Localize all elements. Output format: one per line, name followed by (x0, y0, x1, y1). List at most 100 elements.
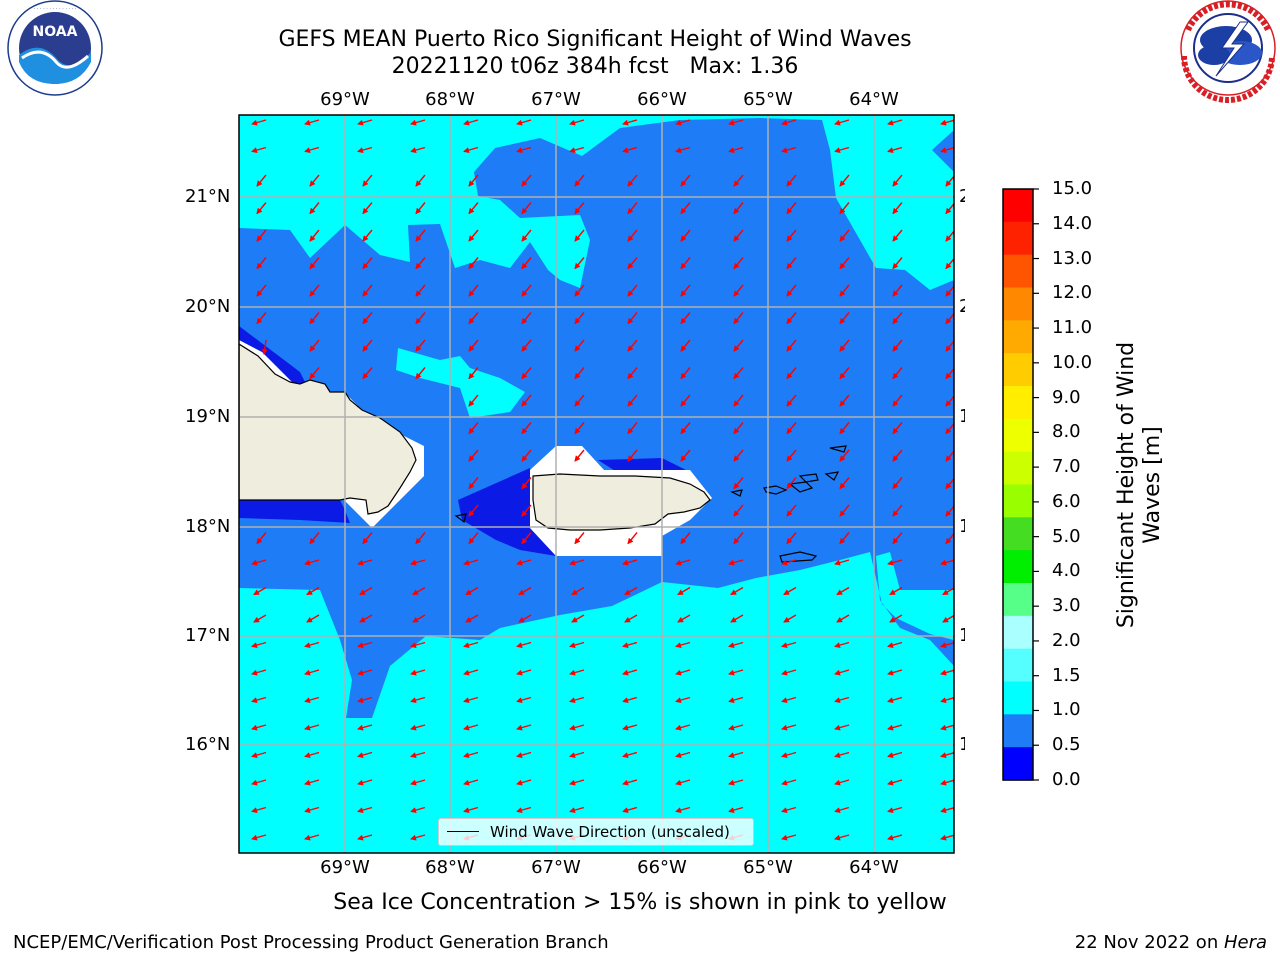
wave-direction-arrow (781, 724, 797, 731)
wave-direction-arrow (624, 614, 638, 623)
wave-direction-arrow (622, 669, 638, 676)
wave-direction-arrow (574, 257, 585, 270)
wave-direction-arrow (728, 669, 744, 676)
colorbar-tick-label: 15.0 (1052, 178, 1093, 199)
wave-direction-arrow (839, 284, 850, 297)
wave-direction-arrow (733, 477, 744, 490)
wind-wave-direction-arrows (251, 119, 954, 841)
footer-date-text: 22 Nov 2022 on (1074, 932, 1224, 953)
wave-direction-arrow (887, 779, 903, 786)
wave-direction-arrow (940, 147, 954, 154)
lon-label-top-68w: 68°W (425, 89, 475, 110)
legend-line-icon (447, 831, 479, 832)
wave-direction-arrow (839, 449, 850, 462)
colorbar-tick-label: 0.0 (1052, 769, 1081, 790)
wave-direction-arrow (521, 257, 532, 270)
wave-direction-arrow (521, 229, 532, 242)
wave-direction-arrow (256, 257, 267, 270)
wave-direction-arrow (415, 367, 426, 380)
wave-direction-arrow (839, 532, 850, 545)
wave-direction-arrow (940, 834, 954, 841)
wave-direction-arrow (839, 422, 850, 435)
wave-direction-arrow (569, 696, 585, 704)
map-legend: Wind Wave Direction (unscaled) (438, 818, 754, 846)
wave-direction-arrow (357, 751, 373, 759)
wave-direction-arrow (463, 806, 479, 814)
wave-direction-arrow (781, 834, 797, 841)
wave-direction-arrow (410, 696, 426, 704)
wave-direction-arrow (463, 724, 479, 731)
lon-label-bottom-67w: 67°W (531, 857, 581, 878)
wave-direction-arrow (680, 312, 691, 325)
wave-direction-arrow (468, 284, 479, 297)
wave-direction-arrow (839, 339, 850, 352)
wave-direction-arrow (521, 202, 532, 215)
wave-direction-arrow (251, 119, 267, 126)
wave-direction-arrow (839, 477, 850, 490)
wave-direction-arrow (468, 532, 479, 545)
sea-ice-caption: Sea Ice Concentration > 15% is shown in … (0, 890, 1280, 915)
wave-direction-arrow (304, 669, 320, 676)
wave-direction-arrow (253, 586, 267, 596)
wave-direction-arrow (256, 284, 267, 297)
wave-direction-arrow (574, 312, 585, 325)
wave-direction-arrow (786, 202, 797, 215)
wave-direction-arrow (733, 257, 744, 270)
lon-label-top-66w: 66°W (637, 89, 687, 110)
wave-direction-arrow (680, 202, 691, 215)
wave-direction-arrow (569, 641, 585, 649)
noaa-logo: NOAA · · · · · · · · · · · · · · (7, 0, 103, 96)
wave-direction-arrow (516, 559, 532, 566)
wave-direction-arrow (256, 312, 267, 325)
wave-direction-arrow (569, 669, 585, 676)
wave-direction-arrow (839, 504, 850, 517)
wave-direction-arrow (675, 146, 691, 154)
wave-direction-arrow (677, 614, 691, 623)
wave-direction-arrow (357, 669, 373, 676)
svg-text:· · · · · · · · · · · · · ·: · · · · · · · · · · · · · · (34, 6, 77, 12)
wave-direction-arrow (786, 422, 797, 435)
wave-direction-arrow (786, 284, 797, 297)
lat-label-left-19n: 19°N (185, 406, 231, 427)
wave-direction-arrow (733, 367, 744, 380)
wave-direction-arrow (627, 284, 638, 297)
wave-direction-arrow (521, 477, 532, 490)
wave-direction-arrow (781, 751, 797, 759)
wave-direction-arrow (410, 146, 426, 154)
colorbar-tick-label: 11.0 (1052, 317, 1093, 339)
wave-direction-arrow (256, 174, 267, 187)
wave-direction-arrow (834, 669, 850, 676)
wave-direction-arrow (783, 614, 797, 623)
wave-direction-arrow (569, 751, 585, 759)
wave-direction-arrow (839, 202, 850, 215)
wave-direction-arrow (463, 696, 479, 704)
wave-direction-arrow (622, 119, 638, 126)
map-panel (239, 115, 954, 853)
wave-direction-arrow (622, 724, 638, 731)
wave-direction-arrow (940, 669, 954, 676)
colorbar-tick-label: 12.0 (1052, 282, 1093, 304)
wave-patch-north-channel (396, 348, 525, 418)
wave-direction-arrow (627, 257, 638, 270)
wave-direction-arrow (733, 449, 744, 462)
wave-direction-arrow (569, 559, 585, 566)
lat-label-right-20n: 20°N (959, 296, 1005, 317)
wave-direction-arrow (675, 724, 691, 731)
wave-direction-arrow (357, 146, 373, 154)
wave-direction-arrow (463, 559, 479, 566)
wave-direction-arrow (256, 229, 267, 242)
wave-direction-arrow (309, 284, 320, 297)
wave-direction-arrow (887, 146, 903, 154)
wave-direction-arrow (730, 586, 744, 596)
wave-direction-arrow (839, 312, 850, 325)
wave-direction-arrow (786, 257, 797, 270)
wave-direction-arrow (569, 146, 585, 154)
wave-direction-arrow (309, 532, 320, 545)
wave-direction-arrow (251, 724, 267, 731)
colorbar-tick-label: 10.0 (1052, 351, 1093, 373)
map-gridlines (239, 115, 954, 853)
lat-label-right-18n: 18°N (959, 516, 1005, 537)
wave-direction-arrow (412, 614, 426, 623)
wave-direction-arrow (677, 586, 691, 596)
wave-direction-arrow (940, 642, 954, 649)
